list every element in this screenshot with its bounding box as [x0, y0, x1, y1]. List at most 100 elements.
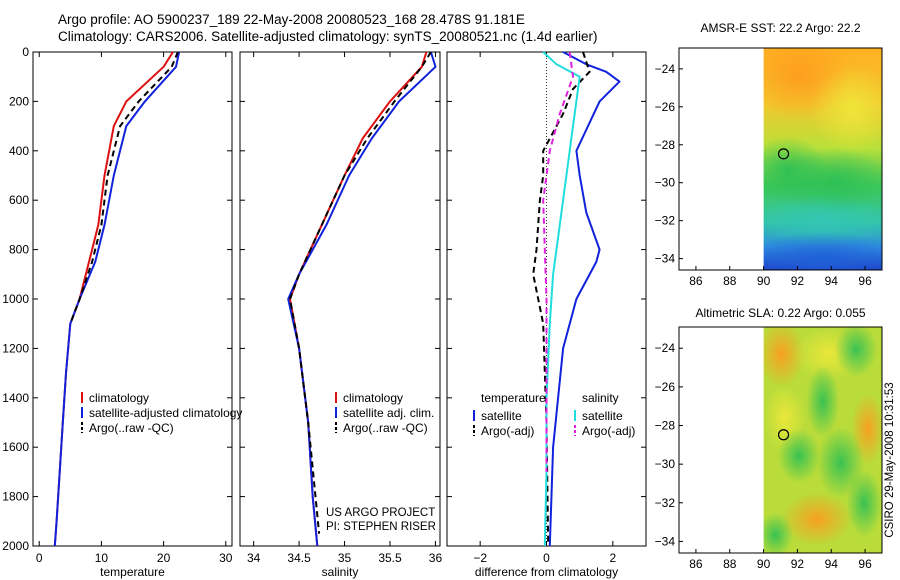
x-tick-label: 96: [858, 274, 872, 288]
x-tick-label: 36: [429, 551, 443, 565]
x-tick-label: 88: [723, 557, 737, 571]
y-tick-label: 600: [9, 193, 29, 207]
map-frame: [678, 326, 883, 554]
x-tick-label: 35.5: [378, 551, 402, 565]
series-line: [287, 51, 437, 547]
y-tick-label: −30: [655, 176, 676, 190]
profile-panel-2: 34 34.5 35 35.5 36 salinity climatologysatelli…: [239, 51, 443, 579]
map-title: Altimetric SLA: 0.22 Argo: 0.055: [695, 306, 865, 320]
x-tick-label: 86: [689, 274, 703, 288]
x-tick-label: 96: [858, 557, 872, 571]
series-line: [542, 51, 574, 472]
y-tick-label: 1200: [2, 341, 29, 355]
series-line: [289, 51, 432, 534]
legend-heading: temperature: [481, 391, 546, 405]
y-tick-label: −34: [655, 252, 676, 266]
x-tick-label: 90: [757, 274, 771, 288]
x-tick-label: 30: [219, 551, 233, 565]
x-tick-label: 94: [825, 557, 839, 571]
legend-label: satellite adj. clim.: [343, 406, 434, 420]
legend-label: satellite: [582, 409, 623, 423]
series-line: [548, 51, 621, 547]
y-tick-label: 1000: [2, 292, 29, 306]
map-panel-sst: 86 88 90 92 94 96 −24 −26 −28 −30 −32 −34 AMSR-E SST…: [655, 21, 883, 288]
legend-label: satellite-adjusted climatology: [89, 406, 242, 420]
y-tick-label: −24: [655, 62, 676, 76]
x-tick-label: 35: [338, 551, 352, 565]
x-tick-label: −2: [473, 551, 487, 565]
field-blob: [846, 469, 882, 538]
plot-frame: [32, 51, 233, 547]
y-tick-label: 0: [22, 45, 29, 59]
field-blob: [763, 512, 794, 553]
x-tick-label: 88: [723, 274, 737, 288]
field-blob: [763, 232, 882, 270]
profile-panel-1: 0 10 20 30 0 200 400 600 800 1000 1200 1400 1600 1800…: [2, 45, 242, 579]
legend-label: Argo(-adj): [481, 424, 534, 438]
argo-position-marker: [777, 148, 790, 160]
x-tick-label: 92: [791, 557, 805, 571]
x-tick-label: 34: [247, 551, 261, 565]
y-tick-label: 1800: [2, 490, 29, 504]
y-tick-label: −30: [655, 457, 676, 471]
plot-frame: [239, 51, 441, 547]
annotation-text: US ARGO PROJECT: [326, 507, 435, 519]
legend-label: climatology: [89, 391, 149, 405]
series-line: [532, 51, 591, 547]
map-frame: [678, 47, 883, 271]
legend-heading: salinity: [582, 391, 619, 405]
y-tick-label: 200: [9, 94, 29, 108]
series-line: [542, 51, 581, 547]
x-tick-label: 0: [36, 551, 43, 565]
side-timestamp-label: CSIRO 29-May-2008 10:31:53: [884, 382, 896, 537]
x-tick-label: 92: [791, 274, 805, 288]
y-tick-label: 800: [9, 243, 29, 257]
annotation-text: PI: STEPHEN RISER: [326, 521, 436, 533]
y-tick-label: −24: [655, 341, 676, 355]
y-tick-label: 400: [9, 144, 29, 158]
y-tick-label: −34: [655, 534, 676, 548]
y-tick-label: −28: [655, 138, 676, 152]
y-tick-label: 2000: [2, 539, 29, 553]
y-tick-label: −26: [655, 100, 676, 114]
series-line: [53, 51, 181, 547]
x-axis-label: temperature: [100, 565, 165, 579]
x-axis-label: salinity: [322, 565, 359, 579]
legend-label: Argo(..raw -QC): [343, 421, 428, 435]
figure-title-line-1: Argo profile: AO 5900237_189 22-May-2008…: [58, 12, 525, 27]
map-field: [763, 48, 882, 270]
x-axis-label: difference from climatology: [475, 565, 618, 579]
series-line: [69, 51, 179, 325]
x-tick-label: 94: [825, 274, 839, 288]
legend-label: Argo(..raw -QC): [89, 421, 174, 435]
y-tick-label: 1400: [2, 391, 29, 405]
map-field: [763, 327, 882, 553]
figure-title-line-2: Climatology: CARS2006. Satellite-adjuste…: [58, 29, 598, 44]
x-tick-label: 20: [157, 551, 171, 565]
argo-position-marker: [777, 429, 790, 441]
field-blob: [834, 327, 878, 377]
field-blob: [810, 65, 882, 155]
x-tick-label: 34.5: [287, 551, 311, 565]
legend-label: Argo(-adj): [582, 424, 635, 438]
x-tick-label: 90: [757, 557, 771, 571]
legend-label: climatology: [343, 391, 403, 405]
y-tick-label: −32: [655, 214, 676, 228]
map-title: AMSR-E SST: 22.2 Argo: 22.2: [700, 21, 860, 35]
field-blob: [806, 365, 840, 438]
y-tick-label: 1600: [2, 440, 29, 454]
x-tick-label: 86: [689, 557, 703, 571]
y-tick-label: −28: [655, 419, 676, 433]
field-blob: [781, 491, 853, 547]
x-tick-label: 0: [543, 551, 550, 565]
series-line: [53, 51, 174, 547]
y-tick-label: −26: [655, 380, 676, 394]
x-tick-label: 2: [609, 551, 616, 565]
field-blob: [777, 428, 821, 483]
field-blob: [763, 327, 806, 389]
y-tick-label: −32: [655, 496, 676, 510]
x-tick-label: 10: [95, 551, 109, 565]
map-panel-sla: 86 88 90 92 94 96 −24 −26 −28 −30 −32 −34 Altimetric…: [655, 306, 883, 571]
